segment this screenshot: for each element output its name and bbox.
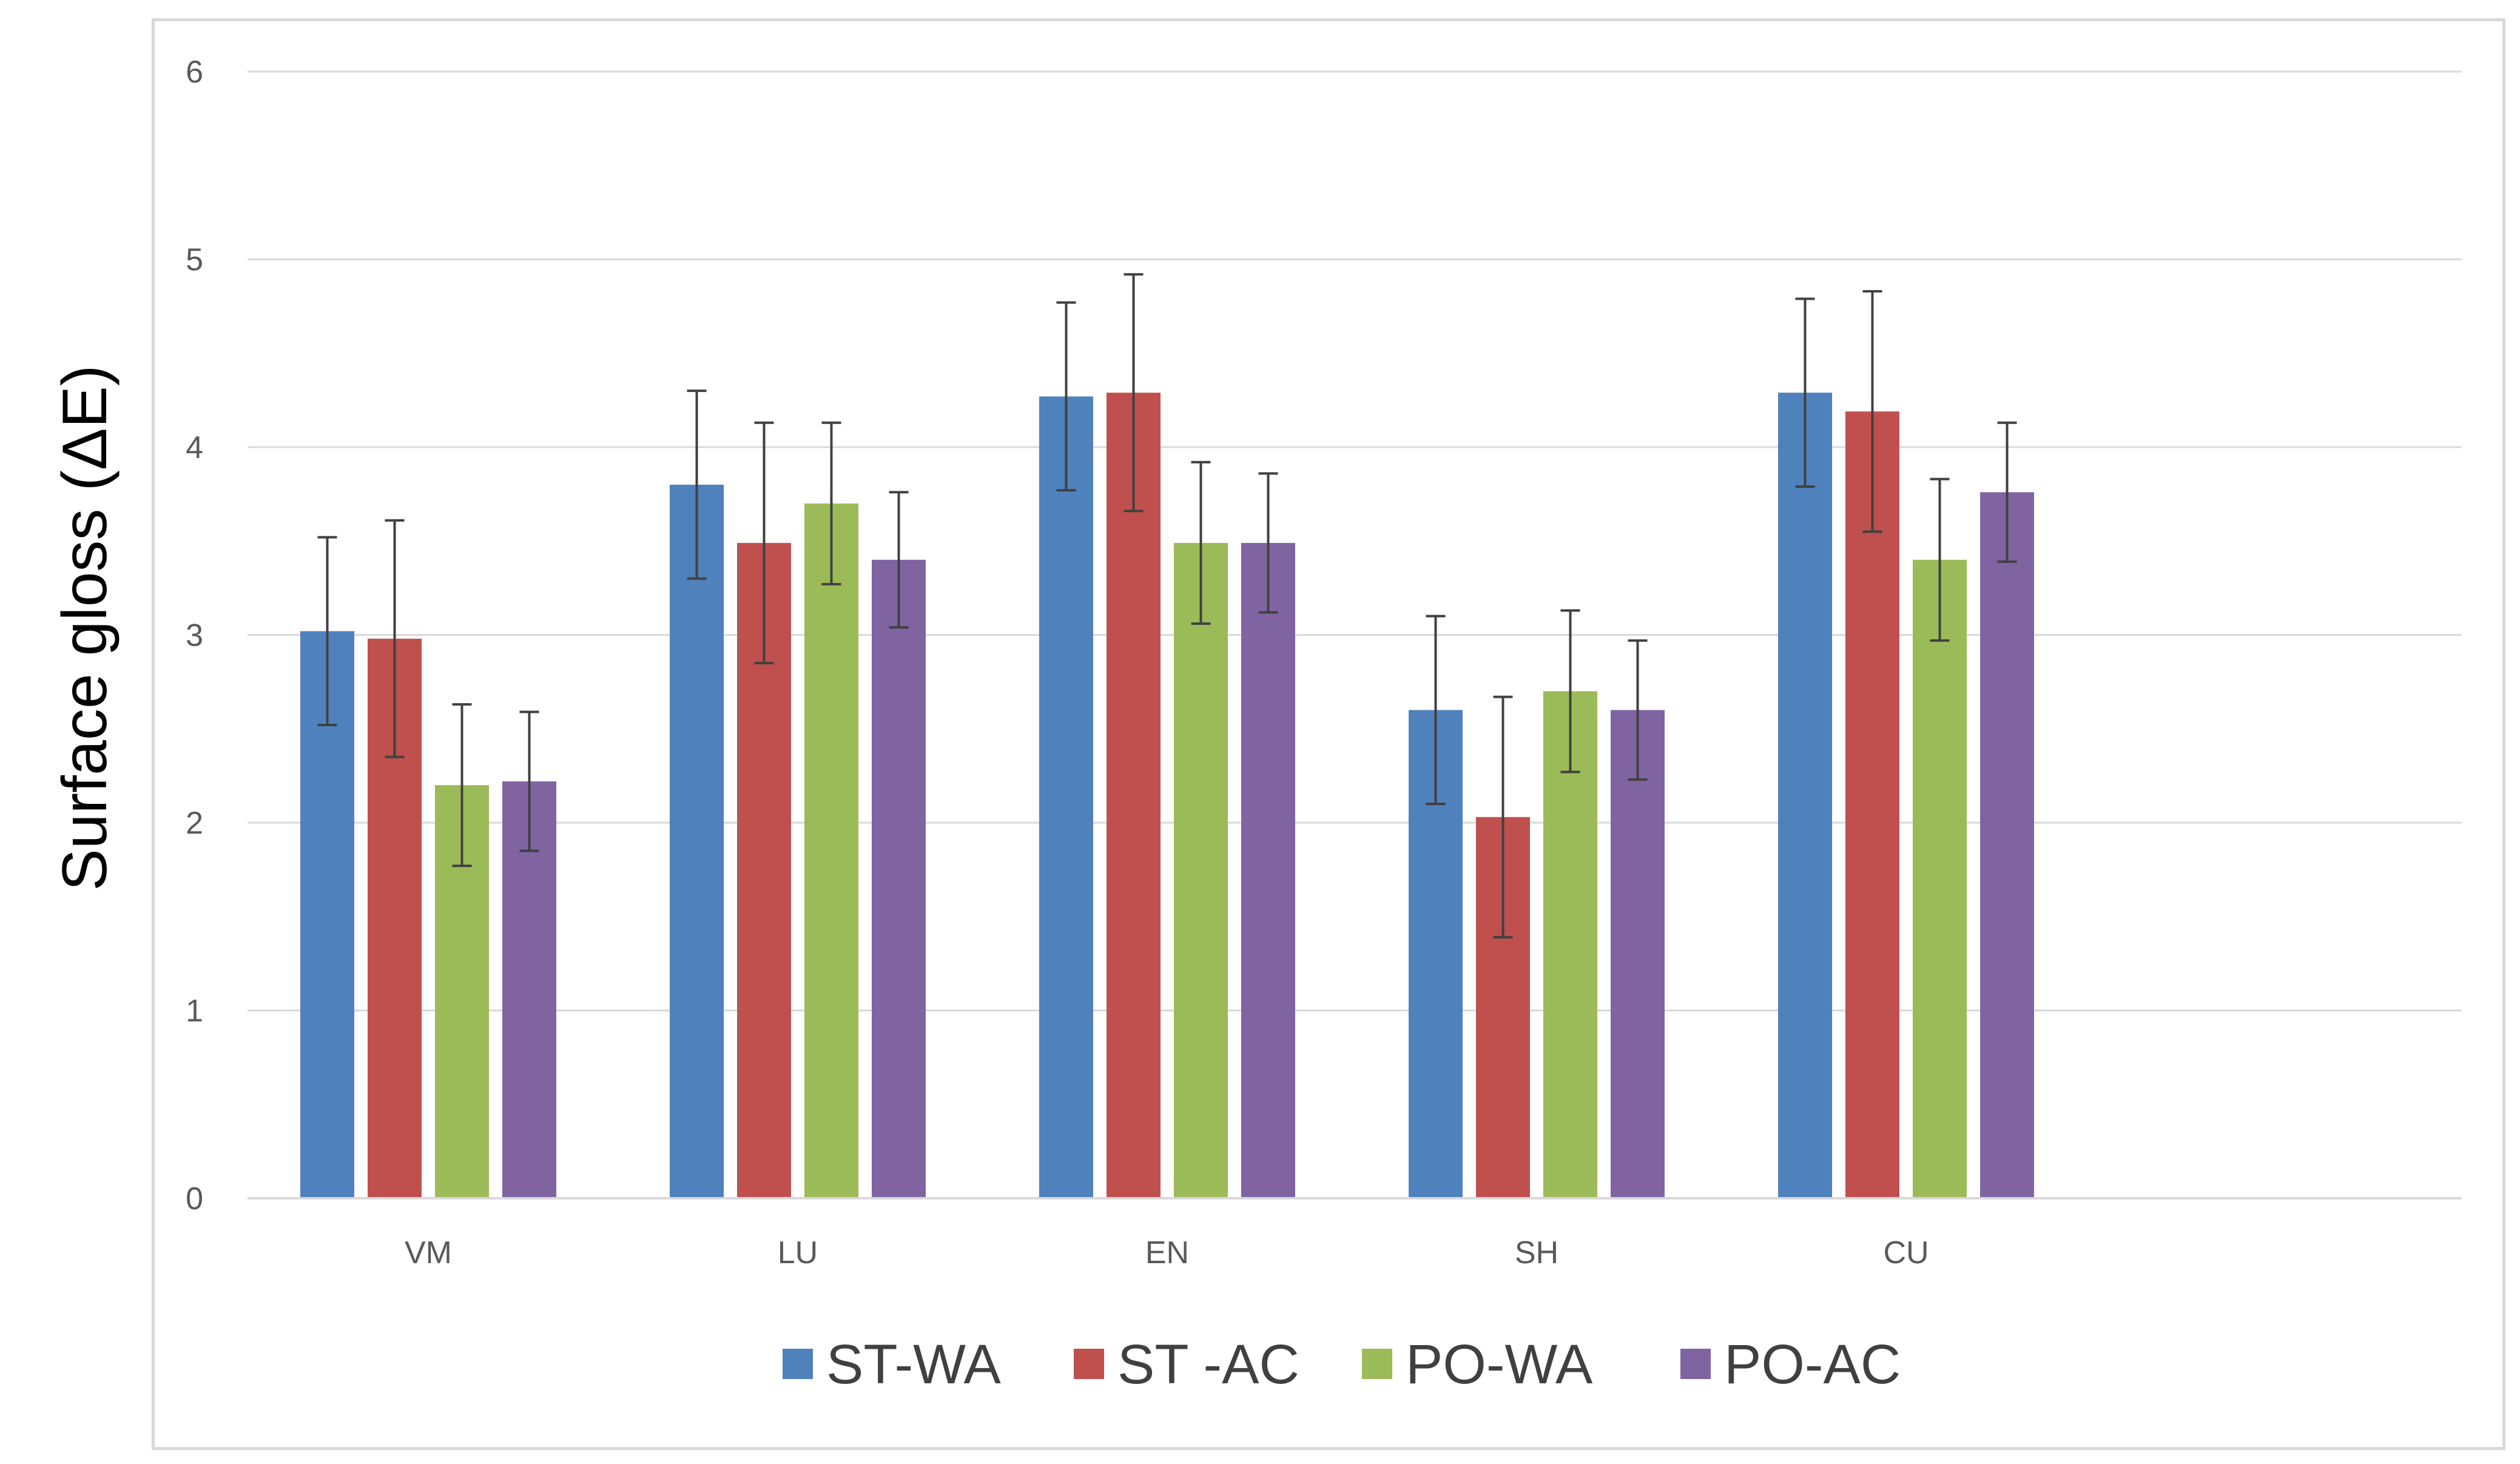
legend-label: ST -AC <box>1117 1334 1299 1395</box>
bar-cu-po-wa <box>1913 559 1967 1199</box>
error-bar-vm-st-ac <box>385 519 405 758</box>
error-bar-en-po-ac <box>1258 472 1278 614</box>
bar-en-po-wa <box>1174 542 1228 1198</box>
legend: ST-WA ST -AC PO-WA PO-AC <box>783 1334 1901 1395</box>
bar-en-st-ac <box>1107 393 1161 1198</box>
bar-cu-st-ac <box>1845 411 1899 1198</box>
legend-label: PO-AC <box>1724 1334 1901 1395</box>
y-tick-label: 1 <box>186 994 203 1029</box>
legend-item-st-wa: ST-WA <box>783 1334 1002 1395</box>
y-axis-ticks: 0 1 2 3 4 5 6 <box>186 55 203 1216</box>
x-tick-label-lu: LU <box>778 1235 818 1270</box>
x-tick-label-cu: CU <box>1883 1235 1929 1270</box>
legend-item-st-ac: ST -AC <box>1074 1334 1299 1395</box>
gridlines <box>248 70 2462 1011</box>
bar-sh-po-ac <box>1611 710 1665 1198</box>
chart-frame <box>152 18 2505 1450</box>
x-axis-ticks: VM LU EN SH CU <box>405 1235 1929 1270</box>
x-tick-label-sh: SH <box>1515 1235 1558 1270</box>
x-tick-label-en: EN <box>1145 1235 1189 1270</box>
bar-cu-st-wa <box>1778 393 1832 1198</box>
bar-en-po-ac <box>1241 542 1295 1198</box>
error-bar-vm-po-ac <box>519 710 539 852</box>
legend-swatch <box>1362 1349 1392 1379</box>
legend-label: ST-WA <box>826 1334 1002 1395</box>
y-tick-label: 3 <box>186 618 203 653</box>
bar-sh-po-wa <box>1543 691 1597 1198</box>
x-tick-label-vm: VM <box>405 1235 452 1270</box>
error-bar-sh-po-ac <box>1628 639 1648 781</box>
error-bar-sh-po-wa <box>1560 609 1580 774</box>
y-tick-label: 2 <box>186 806 203 841</box>
error-bar-vm-st-wa <box>317 536 337 727</box>
error-bar-lu-po-ac <box>889 491 909 629</box>
y-tick-label: 4 <box>186 430 203 465</box>
error-bar-lu-st-ac <box>754 421 774 664</box>
error-bar-lu-st-wa <box>687 390 707 580</box>
legend-swatch <box>1680 1349 1711 1379</box>
bar-lu-st-wa <box>670 484 724 1198</box>
error-bar-en-st-wa <box>1056 301 1076 492</box>
error-bar-en-po-wa <box>1191 460 1211 625</box>
bars <box>300 393 2034 1199</box>
bar-lu-po-ac <box>872 559 926 1199</box>
error-bar-sh-st-wa <box>1426 615 1446 806</box>
legend-swatch <box>783 1349 813 1379</box>
error-bar-vm-po-wa <box>452 703 472 868</box>
y-axis-label: Surface gloss (ΔE) <box>50 365 120 891</box>
error-bars <box>317 273 2017 939</box>
bar-lu-po-wa <box>804 503 858 1198</box>
bar-en-st-wa <box>1039 396 1093 1198</box>
error-bar-en-st-ac <box>1124 273 1144 513</box>
error-bar-lu-po-wa <box>821 421 841 585</box>
y-tick-label: 6 <box>186 55 203 90</box>
error-bar-sh-st-ac <box>1493 695 1513 939</box>
error-bar-cu-po-ac <box>1997 421 2017 563</box>
error-bar-cu-st-wa <box>1795 297 1815 488</box>
y-tick-label: 5 <box>186 243 203 278</box>
legend-label: PO-WA <box>1406 1334 1593 1395</box>
bar-cu-po-ac <box>1980 492 2034 1198</box>
legend-item-po-wa: PO-WA <box>1362 1334 1593 1395</box>
legend-swatch <box>1074 1349 1104 1379</box>
y-tick-label: 0 <box>186 1181 203 1216</box>
legend-item-po-ac: PO-AC <box>1680 1334 1901 1395</box>
error-bar-cu-po-wa <box>1930 477 1950 642</box>
error-bar-cu-st-ac <box>1862 290 1882 533</box>
